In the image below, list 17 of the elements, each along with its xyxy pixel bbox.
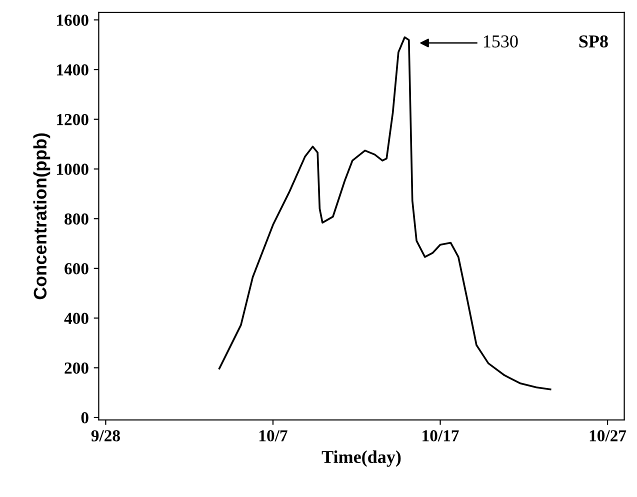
y-tick-label: 200: [64, 362, 88, 374]
annotation: 1530: [484, 35, 518, 48]
y-axis-title: Concentration(ppb): [33, 133, 50, 300]
x-tick-label: 10/17: [422, 430, 459, 442]
y-tick-label: 800: [64, 213, 88, 225]
x-tick-label: 10/7: [260, 430, 288, 442]
y-tick-label: 1600: [57, 14, 88, 26]
y-tick-label: 600: [64, 263, 88, 274]
x-axis-title: Time(day): [322, 450, 401, 467]
y-tick-label: 1400: [57, 64, 88, 76]
annotation: SP8: [579, 35, 608, 48]
y-tick-label: 1000: [57, 164, 88, 175]
y-tick-label: 1200: [57, 114, 88, 126]
x-tick-label: 10/27: [590, 430, 626, 442]
y-tick-label: 0: [81, 412, 88, 424]
y-tick-label: 400: [64, 312, 88, 324]
x-tick-label: 9/28: [91, 430, 120, 442]
